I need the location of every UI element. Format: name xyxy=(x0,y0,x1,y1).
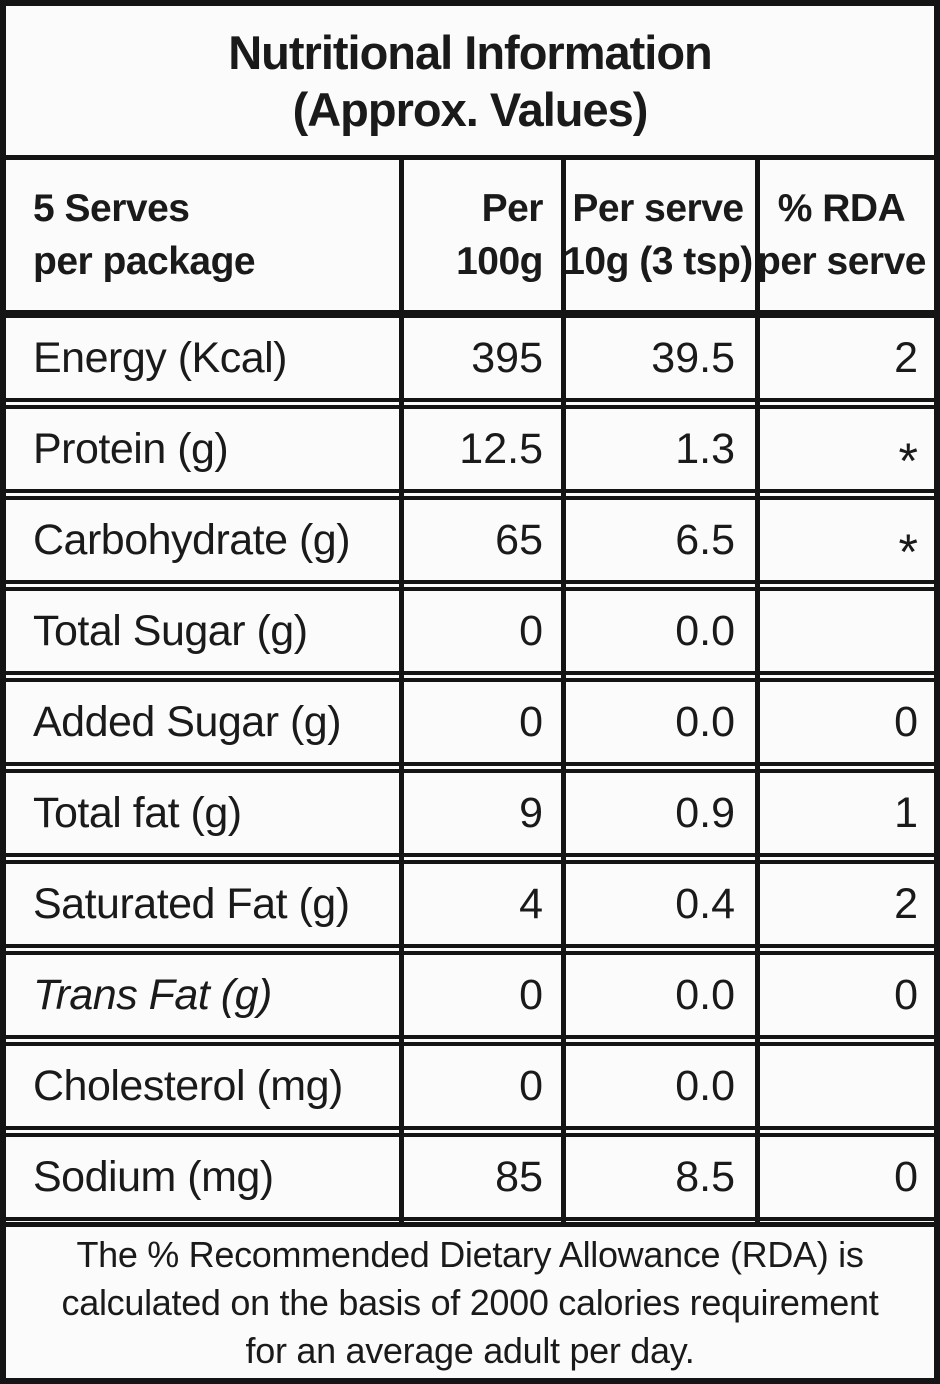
table-row-cholesterol: Cholesterol (mg) 0 0.0 xyxy=(6,1042,934,1130)
rda-value: 0 xyxy=(894,1152,918,1201)
rda-value: * xyxy=(898,433,918,489)
rda-value: * xyxy=(898,524,918,580)
table-row-carbohydrate: Carbohydrate (g) 65 6.5 * xyxy=(6,496,934,584)
title-line-1: Nutritional Information xyxy=(228,25,713,79)
rda-value: 1 xyxy=(894,788,918,837)
table-row-protein: Protein (g) 12.5 1.3 * xyxy=(6,405,934,493)
header-rda-per-serve: % RDA per serve xyxy=(755,182,934,288)
header-per-serve: Per serve 10g (3 tsp) xyxy=(561,182,755,288)
header-per-100g-line-1: Per xyxy=(481,187,544,230)
per-100g-value: 9 xyxy=(519,788,543,837)
header-serves-line-1: 5 Serves xyxy=(33,187,190,230)
per-serve-value: 1.3 xyxy=(675,424,735,473)
rda-value: 2 xyxy=(894,333,918,382)
table-row-energy: Energy (Kcal) 395 39.5 2 xyxy=(6,318,934,402)
per-100g-value: 0 xyxy=(519,1061,543,1110)
nutrient-label: Total Sugar (g) xyxy=(33,606,308,655)
per-serve-value: 0.0 xyxy=(675,1061,735,1110)
column-divider-1 xyxy=(399,160,404,1222)
per-serve-value: 8.5 xyxy=(675,1152,735,1201)
header-rda-line-2: per serve xyxy=(757,240,926,283)
column-divider-3 xyxy=(755,160,760,1222)
footnote-line-2: calculated on the basis of 2000 calories… xyxy=(61,1281,879,1323)
header-per-serve-line-1: Per serve xyxy=(572,187,744,230)
per-serve-value: 0.0 xyxy=(675,970,735,1019)
per-serve-value: 0.0 xyxy=(675,697,735,746)
footnote-line-3: for an average adult per day. xyxy=(245,1329,695,1371)
header-serves-line-2: per package xyxy=(33,240,256,283)
nutrient-label: Saturated Fat (g) xyxy=(33,879,350,928)
nutrient-label: Energy (Kcal) xyxy=(33,333,287,382)
per-serve-value: 0.4 xyxy=(675,879,735,928)
table-row-saturated-fat: Saturated Fat (g) 4 0.4 2 xyxy=(6,860,934,948)
per-100g-value: 65 xyxy=(495,515,543,564)
title-line-2: (Approx. Values) xyxy=(292,82,649,136)
rda-value: 0 xyxy=(894,970,918,1019)
nutrient-label: Carbohydrate (g) xyxy=(33,515,351,564)
header-per-serve-line-2: 10g (3 tsp) xyxy=(563,240,753,283)
header-per-100g: Per 100g xyxy=(399,182,561,288)
table-row-total-fat: Total fat (g) 9 0.9 1 xyxy=(6,769,934,857)
nutrient-label: Added Sugar (g) xyxy=(33,697,342,746)
nutrient-label: Protein (g) xyxy=(33,424,229,473)
nutrient-label: Total fat (g) xyxy=(33,788,242,837)
table-row-sodium: Sodium (mg) 85 8.5 0 xyxy=(6,1133,934,1221)
table-row-total-sugar: Total Sugar (g) 0 0.0 xyxy=(6,587,934,675)
nutrient-label: Trans Fat (g) xyxy=(33,970,272,1019)
per-100g-value: 395 xyxy=(471,333,543,382)
per-100g-value: 0 xyxy=(519,970,543,1019)
per-serve-value: 0.0 xyxy=(675,606,735,655)
per-100g-value: 4 xyxy=(519,879,543,928)
per-serve-value: 39.5 xyxy=(651,333,735,382)
table-row-added-sugar: Added Sugar (g) 0 0.0 0 xyxy=(6,678,934,766)
column-divider-2 xyxy=(561,160,566,1222)
nutrient-label: Cholesterol (mg) xyxy=(33,1061,343,1110)
rda-value: 2 xyxy=(894,879,918,928)
rda-footnote: The % Recommended Dietary Allowance (RDA… xyxy=(6,1222,934,1378)
table-row-trans-fat: Trans Fat (g) 0 0.0 0 xyxy=(6,951,934,1039)
header-per-100g-line-2: 100g xyxy=(456,240,543,283)
nutrition-table: 5 Serves per package Per 100g Per serve … xyxy=(6,160,934,1222)
per-100g-value: 12.5 xyxy=(459,424,543,473)
label-title: Nutritional Information (Approx. Values) xyxy=(6,6,934,160)
per-serve-value: 0.9 xyxy=(675,788,735,837)
header-rda-line-1: % RDA xyxy=(777,187,906,230)
rda-value: 0 xyxy=(894,697,918,746)
header-serves-per-package: 5 Serves per package xyxy=(6,182,399,288)
nutrient-label: Sodium (mg) xyxy=(33,1152,274,1201)
per-100g-value: 0 xyxy=(519,606,543,655)
per-100g-value: 85 xyxy=(495,1152,543,1201)
per-100g-value: 0 xyxy=(519,697,543,746)
per-serve-value: 6.5 xyxy=(675,515,735,564)
table-header-row: 5 Serves per package Per 100g Per serve … xyxy=(6,160,934,318)
footnote-line-1: The % Recommended Dietary Allowance (RDA… xyxy=(76,1233,864,1275)
